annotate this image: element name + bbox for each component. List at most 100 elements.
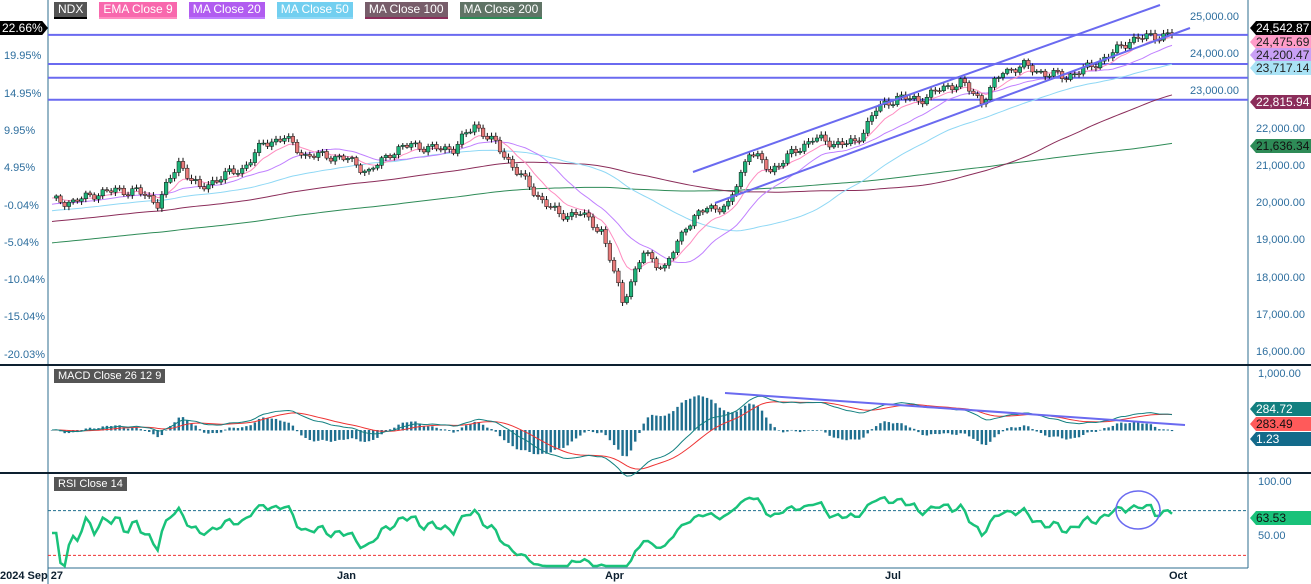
candle-body [603,229,608,244]
macd-histogram-bar [1048,430,1051,438]
candle-body [510,159,515,168]
candle-body [1076,73,1082,76]
candle-body [751,154,756,157]
macd-histogram-bar [591,430,595,433]
candle-body [316,152,321,158]
candle-body [320,151,325,153]
macd-histogram-bar [608,430,612,441]
macd-histogram-bar [367,430,371,442]
macd-histogram-bar [769,423,772,431]
candle-body [151,195,156,203]
macd-histogram-bar [794,430,798,432]
macd-histogram-bar [836,430,840,439]
macd-histogram-bar [891,423,895,431]
macd-histogram-bar [557,430,561,449]
candle-body [950,85,955,91]
candle-body [1022,60,1027,68]
candle-body [324,151,329,159]
macd-histogram-bar [410,421,413,431]
candle-body [71,199,76,203]
candle-body [861,132,866,142]
candle-body [806,141,811,145]
macd-histogram-bar [194,425,197,431]
candle-body [96,195,101,200]
rsi-tick-label: 50.00 [1258,530,1286,542]
macd-histogram-bar [705,397,709,431]
candle-body [831,144,836,148]
y-tick-label: 21,000.00 [1256,159,1305,172]
macd-histogram-bar [1001,430,1005,432]
candle-body [992,78,997,88]
macd-histogram-bar [912,428,916,431]
candle-body [261,142,266,145]
candle-body [819,134,824,139]
macd-histogram-bar [363,430,366,442]
candle-body [341,155,346,161]
macd-histogram-bar [443,429,447,431]
macd-histogram-bar [228,427,231,431]
macd-histogram-bar [1022,425,1026,431]
candle-body [844,143,849,146]
x-tick-label: Apr [605,570,624,582]
macd-histogram-bar [131,428,134,431]
candle-body [430,144,435,147]
macd-histogram-bar [384,430,388,432]
candle-body [366,168,372,172]
candle-body [975,93,980,96]
macd-histogram-bar [1136,422,1140,431]
candle-body [1068,73,1073,80]
macd-histogram-bar [1014,427,1017,431]
macd-histogram-bar [1073,430,1076,438]
macd-histogram-bar [1124,423,1127,431]
candle-body [1123,45,1128,49]
macd-histogram-bar [663,415,667,431]
candle-body [87,192,93,196]
candle-body [759,153,765,160]
price-tag: 24,542.87 [1250,21,1311,35]
candle-body [476,124,481,129]
macd-histogram-bar [1065,430,1068,440]
candle-body [907,98,913,100]
y-left-tick-label: 4.95% [4,162,36,175]
macd-histogram-bar [921,430,924,436]
macd-histogram-bar [346,430,350,440]
legend-bar: NDX EMA Close 9 MA Close 20 MA Close 50 MA C… [54,2,543,19]
candle-body [700,210,705,213]
candle-body [967,82,972,92]
candle-body [92,194,97,200]
channel-lower-line [714,27,1191,204]
legend-ma-close-20[interactable]: MA Close 20 [188,2,265,19]
candle-body [278,138,283,142]
macd-histogram-bar [359,430,362,442]
candle-body [388,155,393,159]
macd-histogram-bar [156,430,159,438]
legend-ma-close-200[interactable]: MA Close 200 [459,2,543,19]
candle-body [1148,33,1153,35]
macd-histogram-bar [224,429,227,431]
macd-histogram-bar [464,425,468,431]
candle-body [358,164,363,173]
candle-body [434,144,439,150]
macd-histogram-bar [1153,426,1157,431]
macd-histogram-bar [186,420,189,431]
candle-body [1026,60,1031,66]
candle-body [1127,42,1132,49]
macd-histogram-bar [1098,429,1102,431]
macd-histogram-bar [1107,427,1110,431]
macd-histogram-bar [710,399,713,431]
legend-ndx[interactable]: NDX [54,2,88,19]
macd-histogram-bar [735,411,738,431]
macd-histogram-bar [908,427,912,431]
y-tick-label: 22,000.00 [1256,122,1305,135]
legend-ema-close-9[interactable]: EMA Close 9 [99,2,177,19]
macd-histogram-bar [532,430,536,455]
candle-body [565,216,570,220]
macd-histogram-bar [579,430,582,436]
y-left-tick-label: -10.04% [4,274,45,287]
candle-body [350,157,355,159]
legend-ma-close-50[interactable]: MA Close 50 [276,2,353,19]
legend-ma-close-100[interactable]: MA Close 100 [364,2,448,19]
candle-body [1119,44,1124,47]
macd-histogram-bar [426,426,430,431]
